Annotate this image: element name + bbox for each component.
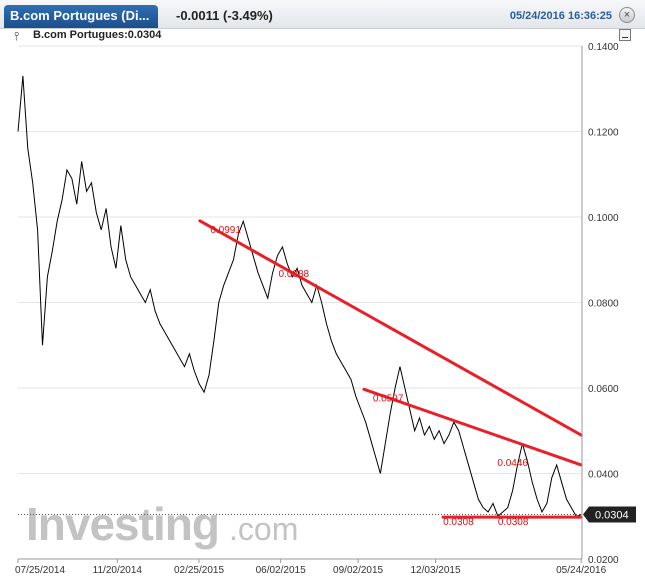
y-tick-label: 0.1000 [588, 213, 619, 224]
last-price-tag-label: 0.0304 [595, 510, 629, 522]
close-icon[interactable]: × [619, 7, 635, 23]
last-price-tag-box [583, 506, 636, 523]
instrument-tab[interactable]: B.com Portugues (Di... [4, 5, 158, 28]
watermark: Investing .com [26, 498, 298, 550]
annotations: 0.0991 0.0888 0.0597 0.0446 0.0308 0.0308 [210, 225, 528, 528]
x-tick-label: 09/02/2015 [333, 565, 383, 576]
x-tick-label: 06/02/2015 [256, 565, 306, 576]
last-price-tag: 0.0304 [583, 506, 636, 523]
trend-line[interactable] [362, 387, 583, 467]
price-annotation: 0.0446 [497, 458, 528, 469]
price-change: -0.0011 (-3.49%) [176, 8, 273, 23]
x-tick-label: 05/24/2016 [556, 565, 606, 576]
timestamp: 05/24/2016 16:36:25 [509, 10, 612, 22]
price-annotation: 0.0888 [279, 269, 310, 280]
x-tick-label: 02/25/2015 [174, 565, 224, 576]
y-tick-label: 0.1400 [588, 42, 619, 53]
price-annotation: 0.0597 [373, 393, 404, 404]
watermark-brand: Investing [26, 498, 219, 550]
minimize-icon[interactable] [619, 29, 631, 41]
y-tick-label: 0.0600 [588, 384, 619, 395]
y-tick-label: 0.0200 [588, 555, 619, 566]
x-tick-label: 12/03/2015 [410, 565, 460, 576]
trendlines [198, 219, 583, 519]
x-axis: 07/25/2014 11/20/2014 02/25/2015 06/02/2015… [15, 559, 607, 576]
bar-chart-icon[interactable]: ⫯ [14, 29, 20, 43]
y-tick-label: 0.0400 [588, 470, 619, 481]
price-annotation: 0.0991 [210, 225, 241, 236]
x-tick-label: 07/25/2014 [15, 565, 65, 576]
y-axis: 0.1400 0.1200 0.1000 0.0800 0.0600 0.0400 0.02… [588, 42, 619, 566]
watermark-suffix: .com [229, 511, 298, 547]
trend-line[interactable] [198, 219, 583, 437]
price-annotation: 0.0308 [443, 517, 474, 528]
x-tick-label: 11/20/2014 [93, 565, 143, 576]
y-tick-label: 0.1200 [588, 128, 619, 139]
title-bar: B.com Portugues (Di... -0.0011 (-3.49%) … [0, 0, 645, 29]
price-annotation: 0.0308 [498, 517, 529, 528]
grid [18, 45, 582, 560]
instrument-label: B.com Portugues:0.0304 [33, 29, 162, 41]
y-tick-label: 0.0800 [588, 299, 619, 310]
